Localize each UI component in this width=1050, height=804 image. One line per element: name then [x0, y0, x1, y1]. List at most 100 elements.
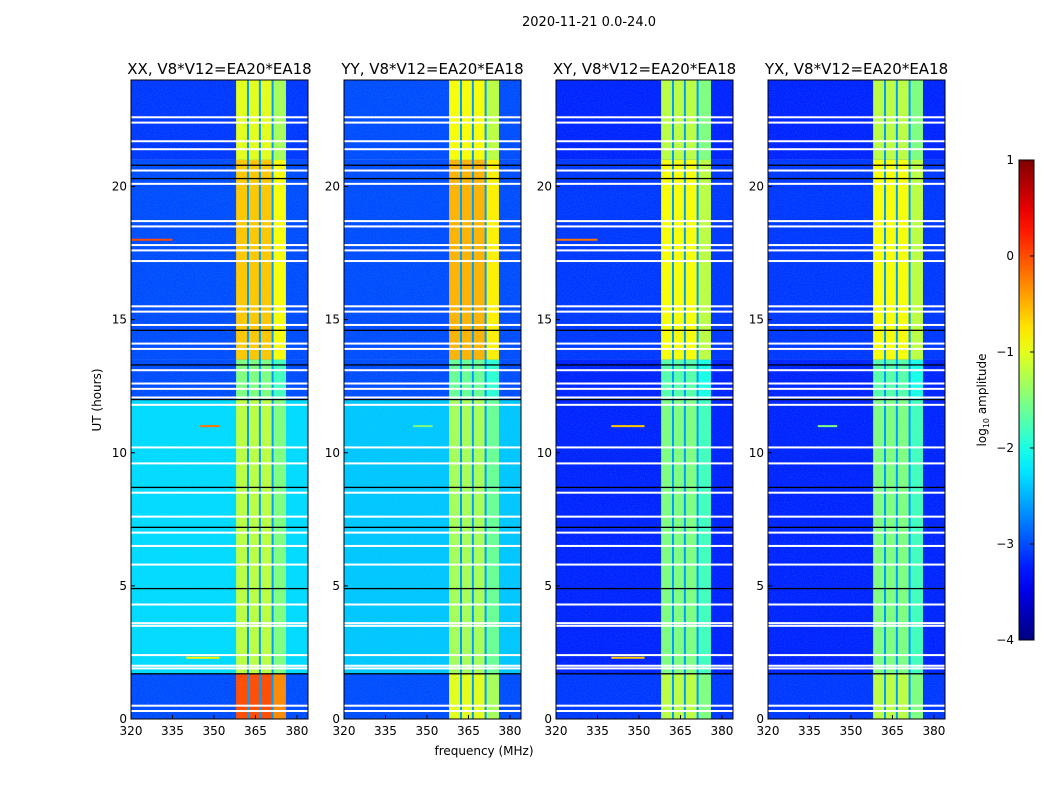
flag-line-white: [344, 140, 521, 143]
x-tick-label: 380: [922, 724, 945, 738]
flag-line-black: [768, 364, 945, 366]
rfi-streak: [817, 425, 838, 428]
flag-line-black: [344, 526, 521, 528]
y-tick-label: 10: [325, 446, 340, 460]
flag-line-black: [344, 329, 521, 331]
flag-line-white: [131, 260, 308, 263]
flag-line-white: [768, 169, 945, 172]
flag-line-white: [131, 249, 308, 252]
flag-line-white: [556, 446, 733, 449]
x-tick-label: 320: [333, 724, 356, 738]
flag-line-black: [344, 164, 521, 166]
axes-frame: [130, 79, 309, 720]
flag-line-black: [344, 364, 521, 366]
flag-line-white: [344, 169, 521, 172]
flag-line-white: [768, 260, 945, 263]
flag-line-white: [131, 305, 308, 308]
flag-line-white: [768, 622, 945, 625]
colorbar-tick-label: 1: [1006, 153, 1014, 167]
flag-line-white: [768, 182, 945, 185]
flag-line-white: [556, 603, 733, 606]
flag-line-white: [131, 225, 308, 228]
flag-line-white: [131, 491, 308, 494]
flag-line-white: [556, 260, 733, 263]
flag-line-white: [131, 116, 308, 119]
flag-line-white: [768, 148, 945, 151]
flag-line-white: [344, 603, 521, 606]
colorbar-tick-label: −3: [996, 537, 1014, 551]
flag-line-white: [131, 182, 308, 185]
flag-line-white: [344, 710, 521, 713]
panel-title: YY, V8*V12=EA20*EA18: [340, 60, 523, 78]
flag-line-black: [556, 486, 733, 489]
flag-line-white: [131, 369, 308, 372]
flag-line-white: [344, 260, 521, 263]
flag-line-black: [768, 486, 945, 489]
flag-line-white: [344, 654, 521, 657]
flag-line-white: [344, 667, 521, 670]
flag-line-white: [768, 382, 945, 385]
y-tick-label: 15: [325, 313, 340, 327]
flag-line-white: [344, 563, 521, 566]
x-tick-label: 365: [244, 724, 267, 738]
y-tick-label: 5: [119, 579, 127, 593]
flag-line-white: [131, 563, 308, 566]
panel-title: YX, V8*V12=EA20*EA18: [764, 60, 948, 78]
flag-line-white: [131, 310, 308, 313]
flag-line-black: [131, 587, 308, 590]
flag-line-white: [768, 624, 945, 627]
panel-xy: XY, V8*V12=EA20*EA18 320 335 350 365 380 0 5 10 1…: [537, 60, 736, 738]
flag-line-black: [131, 329, 308, 331]
flag-line-white: [556, 182, 733, 185]
flag-line-black: [131, 177, 308, 180]
flag-line-white: [131, 347, 308, 350]
colorbar-tick-label: 0: [1006, 249, 1014, 263]
y-tick-label: 10: [112, 446, 127, 460]
flag-line-white: [768, 342, 945, 345]
flag-line-black: [556, 329, 733, 331]
flag-line-white: [768, 462, 945, 465]
flag-line-black: [768, 164, 945, 166]
y-tick-label: 5: [544, 579, 552, 593]
flag-line-black: [556, 177, 733, 180]
flag-line-black: [768, 177, 945, 180]
y-tick-label: 10: [749, 446, 764, 460]
flag-line-white: [131, 387, 308, 390]
flag-line-white: [556, 491, 733, 494]
y-tick-label: 15: [537, 313, 552, 327]
flag-line-white: [556, 342, 733, 345]
flag-line-white: [556, 396, 733, 399]
flag-line-white: [344, 342, 521, 345]
flag-line-black: [344, 673, 521, 675]
flag-line-white: [556, 116, 733, 119]
flag-line-white: [131, 244, 308, 247]
x-tick-label: 380: [710, 724, 733, 738]
flag-line-black: [556, 164, 733, 166]
flag-line-white: [344, 531, 521, 534]
flag-line-white: [556, 121, 733, 124]
colorbar-gradient: [1018, 159, 1035, 641]
flag-line-white: [768, 544, 945, 547]
flag-line-white: [344, 220, 521, 223]
colorbar-tick-label: −2: [996, 441, 1014, 455]
colorbar: 1 0 −1 −2 −3 −4 log10 amplitude: [975, 153, 1035, 647]
y-tick-label: 10: [537, 446, 552, 460]
flag-line-white: [131, 624, 308, 627]
flag-line-white: [768, 323, 945, 326]
y-tick-label: 0: [544, 712, 552, 726]
flag-line-white: [556, 347, 733, 350]
panel-title: XY, V8*V12=EA20*EA18: [553, 60, 736, 78]
flag-line-white: [131, 710, 308, 713]
rfi-streak: [611, 425, 645, 428]
flag-line-white: [344, 225, 521, 228]
flag-line-white: [556, 624, 733, 627]
flag-line-white: [131, 220, 308, 223]
flag-line-white: [344, 462, 521, 465]
y-tick-label: 5: [756, 579, 764, 593]
flag-line-black: [768, 398, 945, 401]
flag-line-white: [556, 515, 733, 518]
flag-line-white: [768, 667, 945, 670]
flag-line-white: [131, 544, 308, 547]
flag-line-white: [556, 403, 733, 406]
